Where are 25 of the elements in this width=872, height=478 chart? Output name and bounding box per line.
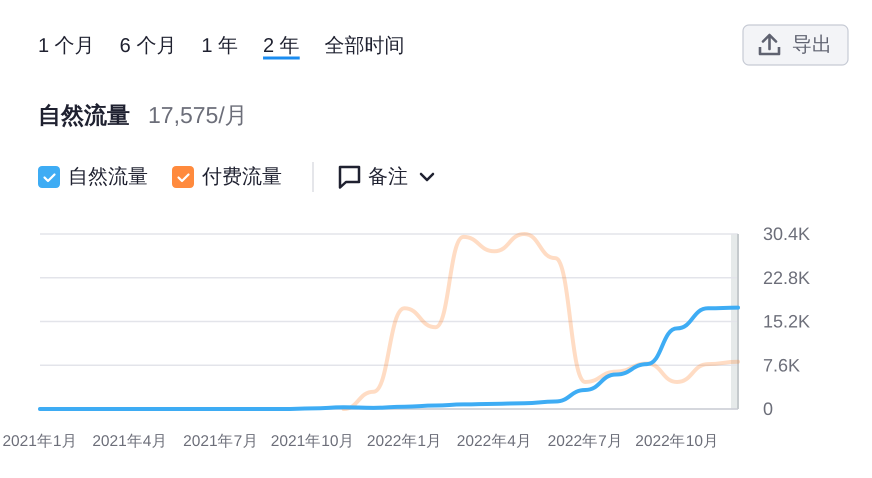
x-tick-label: 2021年10月	[270, 432, 354, 450]
x-tick-label: 2021年1月	[2, 432, 78, 450]
y-tick-label: 30.4K	[763, 224, 810, 244]
x-tick-label: 2022年1月	[366, 432, 442, 450]
x-tick-label: 2022年4月	[456, 432, 532, 450]
y-tick-label: 7.6K	[763, 355, 800, 376]
x-tick-label: 2022年7月	[548, 432, 623, 450]
line-series	[38, 306, 740, 411]
chart-title: 自然流量	[38, 102, 130, 128]
legend-label: 自然流量	[68, 166, 148, 188]
text: 2 年	[263, 35, 300, 57]
text: 1 个月	[38, 35, 95, 57]
text: 1 年	[201, 35, 238, 57]
x-tick-label: 2021年7月	[183, 432, 258, 450]
chart-subtitle: 17,575/月	[148, 102, 248, 128]
text: 备注	[368, 166, 408, 188]
legend-label: 付费流量	[201, 166, 282, 188]
text: 导出	[792, 34, 832, 56]
x-tick-label: 2022年10月	[635, 432, 719, 450]
x-tick-label: 2021年4月	[92, 432, 168, 450]
text: 6 个月	[120, 35, 176, 57]
text: 全部时间	[324, 35, 405, 57]
y-tick-label: 22.8K	[763, 268, 810, 288]
y-tick-label: 0	[763, 399, 774, 419]
y-tick-label: 15.2K	[763, 312, 810, 332]
